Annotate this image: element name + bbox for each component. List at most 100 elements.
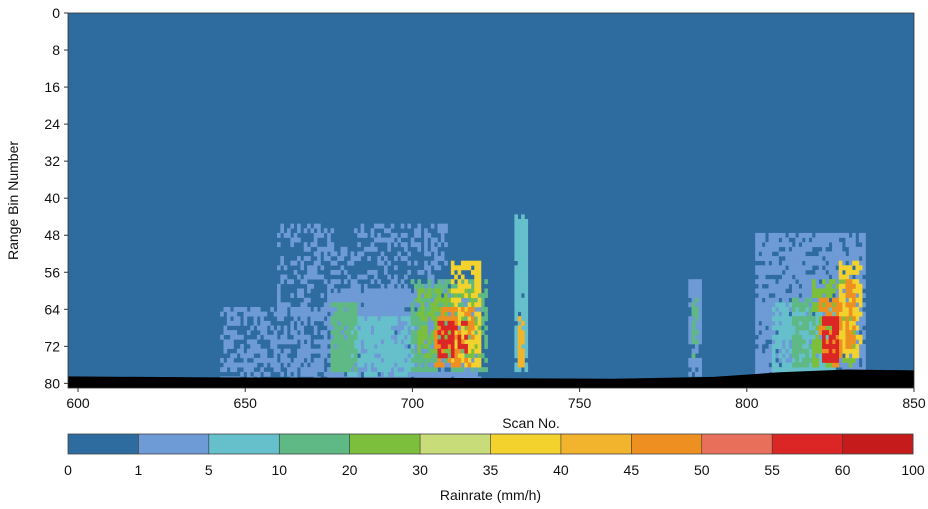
- heatmap-cell: [397, 348, 402, 354]
- heatmap-cell: [450, 344, 455, 349]
- heatmap-cell: [404, 274, 408, 280]
- heatmap-cell: [250, 344, 254, 349]
- heatmap-cell: [755, 348, 759, 354]
- heatmap-cell: [835, 256, 840, 261]
- heatmap-cell: [775, 297, 779, 303]
- heatmap-cell: [781, 232, 786, 238]
- heatmap-cell: [474, 293, 478, 299]
- heatmap-cell: [778, 306, 783, 312]
- heatmap-cell: [832, 334, 836, 340]
- heatmap-cell: [855, 320, 860, 326]
- heatmap-cell: [266, 371, 271, 377]
- heatmap-cell: [437, 348, 442, 354]
- heatmap-cell: [785, 237, 789, 243]
- heatmap-cell: [333, 362, 338, 368]
- heatmap-cell: [333, 251, 338, 257]
- heatmap-cell: [440, 297, 445, 303]
- heatmap-cell: [771, 357, 776, 363]
- heatmap-cell: [460, 302, 465, 308]
- heatmap-cell: [848, 237, 853, 243]
- heatmap-cell: [818, 256, 823, 261]
- heatmap-cell: [377, 339, 381, 345]
- heatmap-cell: [360, 353, 365, 359]
- colorbar-segment: [490, 434, 562, 454]
- heatmap-cell: [434, 339, 438, 345]
- heatmap-cell: [842, 288, 846, 294]
- heatmap-cell: [517, 367, 522, 373]
- heatmap-cell: [470, 371, 475, 377]
- heatmap-cell: [276, 242, 281, 248]
- heatmap-cell: [822, 367, 826, 373]
- heatmap-cell: [390, 311, 395, 317]
- heatmap-cell: [420, 320, 425, 326]
- heatmap-cell: [297, 256, 301, 261]
- heatmap-cell: [303, 362, 308, 368]
- heatmap-cell: [297, 357, 301, 363]
- heatmap-cell: [343, 362, 348, 368]
- heatmap-cell: [327, 357, 331, 363]
- heatmap-cell: [367, 320, 371, 326]
- heatmap-cell: [848, 325, 853, 331]
- heatmap-cell: [524, 334, 529, 340]
- heatmap-cell: [832, 269, 836, 275]
- heatmap-cell: [450, 367, 455, 373]
- heatmap-cell: [688, 371, 692, 377]
- heatmap-cell: [815, 320, 819, 326]
- heatmap-cell: [320, 339, 325, 345]
- heatmap-cell: [815, 348, 819, 354]
- heatmap-cell: [273, 330, 278, 336]
- heatmap-cell: [414, 232, 418, 238]
- heatmap-cell: [353, 339, 358, 345]
- heatmap-cell: [828, 260, 833, 266]
- heatmap-cell: [424, 297, 428, 303]
- heatmap-cell: [260, 353, 264, 359]
- heatmap-cell: [688, 316, 692, 322]
- heatmap-cell: [477, 293, 482, 299]
- heatmap-cell: [373, 362, 378, 368]
- heatmap-cell: [280, 339, 284, 345]
- heatmap-cell: [842, 302, 846, 308]
- heatmap-cell: [410, 316, 415, 322]
- heatmap-cell: [397, 288, 402, 294]
- heatmap-cell: [367, 269, 371, 275]
- heatmap-cell: [521, 348, 525, 354]
- heatmap-cell: [842, 334, 846, 340]
- heatmap-cell: [454, 348, 458, 354]
- heatmap-cell: [778, 269, 783, 275]
- heatmap-cell: [862, 265, 866, 271]
- heatmap-cell: [758, 316, 763, 322]
- heatmap-cell: [417, 320, 422, 326]
- heatmap-cell: [434, 237, 438, 243]
- heatmap-cell: [417, 279, 422, 285]
- heatmap-cell: [822, 251, 826, 257]
- heatmap-cell: [414, 228, 418, 234]
- heatmap-cell: [517, 279, 522, 285]
- heatmap-cell: [246, 367, 251, 373]
- heatmap-cell: [514, 251, 519, 257]
- heatmap-cell: [444, 371, 448, 377]
- heatmap-cell: [300, 316, 305, 322]
- heatmap-cell: [384, 320, 388, 326]
- heatmap-cell: [363, 316, 368, 322]
- heatmap-cell: [340, 362, 345, 368]
- heatmap-cell: [320, 348, 325, 354]
- heatmap-cell: [250, 362, 254, 368]
- heatmap-cell: [845, 242, 850, 248]
- heatmap-cell: [771, 367, 776, 373]
- heatmap-cell: [373, 367, 378, 373]
- heatmap-cell: [427, 293, 432, 299]
- heatmap-cell: [785, 256, 789, 261]
- heatmap-cell: [805, 362, 809, 368]
- y-tick-label: 40: [44, 190, 60, 206]
- heatmap-cell: [333, 316, 338, 322]
- heatmap-cell: [818, 288, 823, 294]
- heatmap-cell: [320, 367, 325, 373]
- heatmap-cell: [855, 302, 860, 308]
- heatmap-cell: [387, 330, 391, 336]
- heatmap-cell: [781, 293, 786, 299]
- heatmap-cell: [845, 320, 850, 326]
- heatmap-cell: [427, 344, 432, 349]
- heatmap-cell: [838, 283, 843, 289]
- heatmap-cell: [858, 339, 863, 345]
- heatmap-cell: [848, 279, 853, 285]
